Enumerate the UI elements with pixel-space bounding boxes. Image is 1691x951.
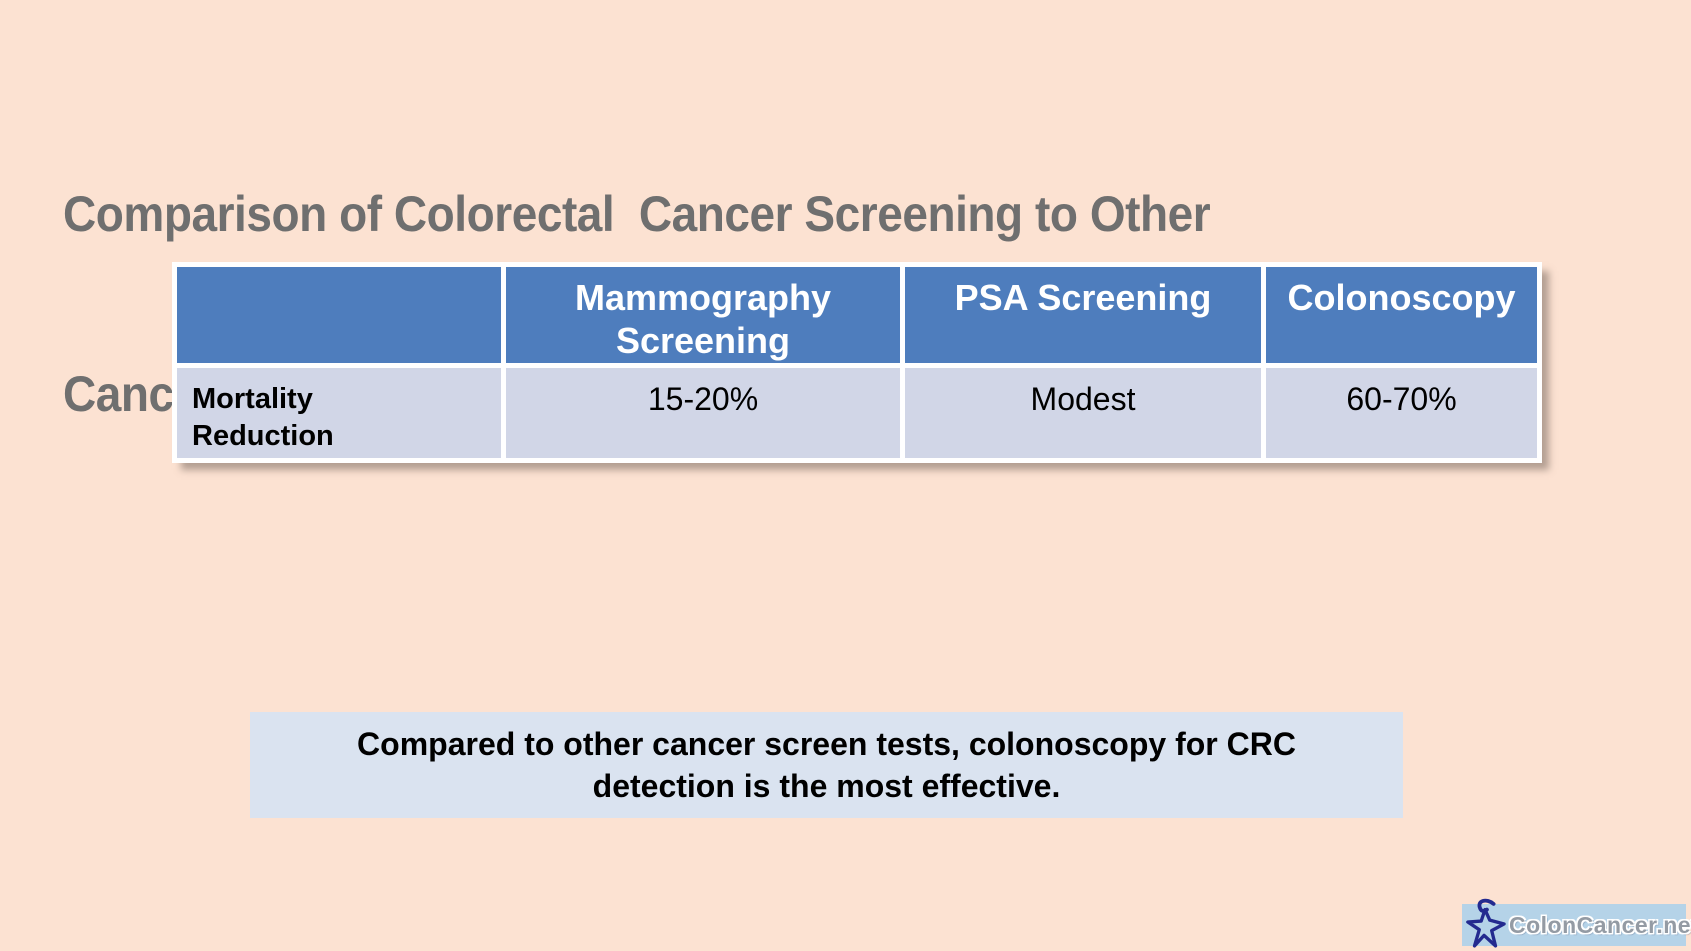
- table-header-mammography: Mammography Screening: [506, 267, 900, 363]
- table-row-label-mortality-reduction: Mortality Reduction: [177, 368, 501, 458]
- callout-text-line1: Compared to other cancer screen tests, c…: [357, 726, 1296, 762]
- comparison-table: Mammography Screening PSA Screening Colo…: [172, 262, 1542, 463]
- callout-box: Compared to other cancer screen tests, c…: [250, 712, 1403, 818]
- logo-text: ColonCancer.net: [1509, 911, 1691, 938]
- table-row-label-text: Mortality Reduction: [192, 383, 334, 452]
- table-header-psa: PSA Screening: [905, 267, 1261, 363]
- table-cell-colonoscopy-value: 60-70%: [1266, 368, 1537, 458]
- table-header-empty: [177, 267, 501, 363]
- callout-text-line2: detection is the most effective.: [592, 768, 1061, 804]
- coloncancer-logo: ColonCancer.net: [1462, 898, 1691, 948]
- slide-title-line1: Comparison of Colorectal Cancer Screenin…: [63, 186, 1211, 242]
- star-figure-icon: [1466, 898, 1506, 948]
- table-cell-psa-value: Modest: [905, 368, 1261, 458]
- table-header-colonoscopy: Colonoscopy: [1266, 267, 1537, 363]
- table-cell-mammography-value: 15-20%: [506, 368, 900, 458]
